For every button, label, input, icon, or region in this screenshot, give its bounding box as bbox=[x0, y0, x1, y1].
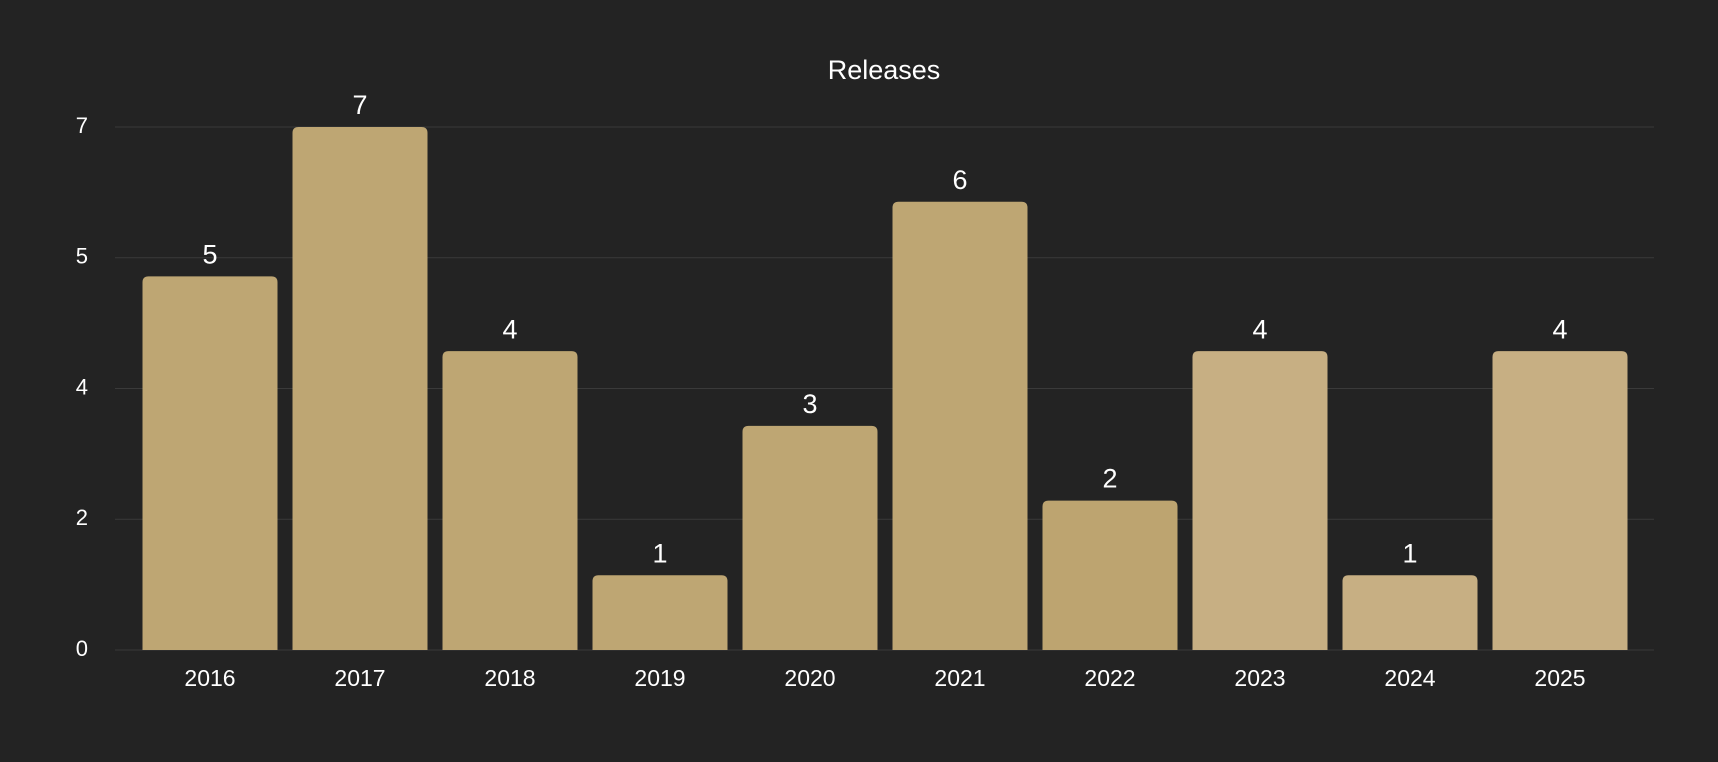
x-tick-label: 2022 bbox=[1084, 665, 1135, 691]
bar bbox=[442, 351, 578, 650]
bar bbox=[1042, 500, 1178, 650]
bar bbox=[892, 201, 1028, 650]
data-label: 5 bbox=[202, 240, 217, 270]
x-tick-label: 2016 bbox=[184, 665, 235, 691]
x-tick-label: 2019 bbox=[634, 665, 685, 691]
data-label: 3 bbox=[802, 389, 817, 419]
data-label: 1 bbox=[652, 538, 667, 568]
bar bbox=[292, 127, 428, 650]
chart-title: Releases bbox=[828, 55, 941, 85]
data-label: 2 bbox=[1102, 464, 1117, 494]
y-tick-label: 0 bbox=[76, 636, 88, 661]
y-tick-label: 7 bbox=[76, 113, 88, 138]
x-tick-label: 2018 bbox=[484, 665, 535, 691]
x-tick-label: 2023 bbox=[1234, 665, 1285, 691]
data-label: 6 bbox=[952, 165, 967, 195]
x-tick-label: 2025 bbox=[1534, 665, 1585, 691]
data-label: 4 bbox=[502, 314, 517, 344]
bar bbox=[592, 575, 728, 650]
bar bbox=[742, 425, 878, 650]
bar bbox=[1342, 575, 1478, 650]
x-tick-label: 2024 bbox=[1384, 665, 1435, 691]
bar bbox=[142, 276, 278, 650]
bar bbox=[1192, 351, 1328, 650]
x-tick-label: 2017 bbox=[334, 665, 385, 691]
data-label: 4 bbox=[1552, 314, 1567, 344]
y-tick-label: 5 bbox=[76, 244, 88, 269]
y-tick-label: 2 bbox=[76, 505, 88, 530]
data-label: 1 bbox=[1402, 538, 1417, 568]
data-label: 7 bbox=[352, 90, 367, 120]
data-label: 4 bbox=[1252, 314, 1267, 344]
x-tick-label: 2021 bbox=[934, 665, 985, 691]
x-tick-label: 2020 bbox=[784, 665, 835, 691]
bar bbox=[1492, 351, 1628, 650]
y-tick-label: 4 bbox=[76, 374, 88, 399]
